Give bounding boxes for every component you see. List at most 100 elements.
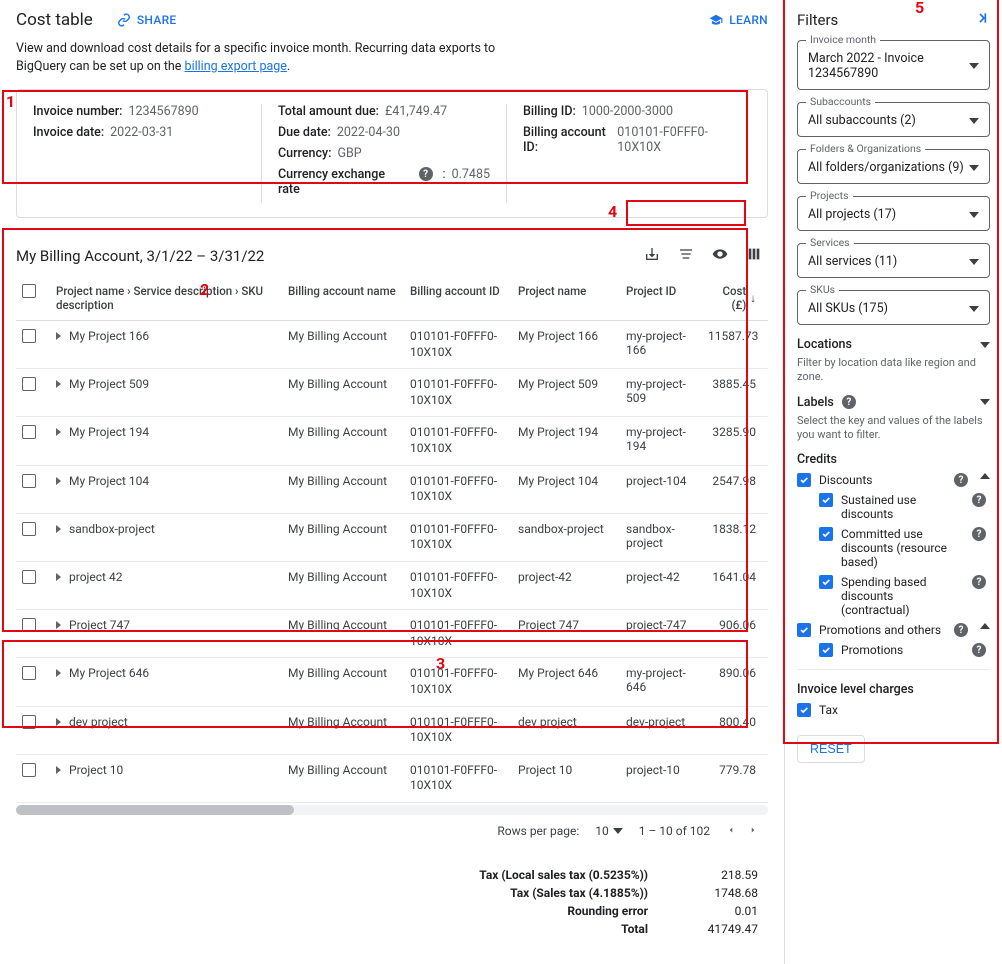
table-row[interactable]: project 42My Billing Account010101-F0FFF…: [16, 562, 768, 610]
table-row[interactable]: My Project 166My Billing Account010101-F…: [16, 321, 768, 369]
col-project-name[interactable]: Project name: [512, 276, 620, 306]
row-checkbox[interactable]: [22, 570, 36, 584]
billing-account-name-cell: My Billing Account: [282, 321, 404, 351]
billing-account-name-cell: My Billing Account: [282, 417, 404, 447]
horizontal-scrollbar[interactable]: [16, 805, 768, 815]
credit-sub-item[interactable]: Committed use discounts (resource based)…: [819, 527, 990, 569]
row-checkbox[interactable]: [22, 763, 36, 777]
locations-section[interactable]: Locations: [797, 337, 990, 352]
billing-account-name-cell: My Billing Account: [282, 658, 404, 688]
help-icon[interactable]: ?: [954, 473, 968, 487]
project-name-cell: My Project 194: [69, 425, 149, 439]
learn-button[interactable]: LEARN: [709, 13, 768, 27]
expand-icon[interactable]: [56, 525, 61, 533]
table-row[interactable]: dev projectMy Billing Account010101-F0FF…: [16, 707, 768, 755]
totals-section: Tax (Local sales tax (0.5235%))218.59Tax…: [16, 858, 768, 948]
project-name2-cell: My Project 166: [512, 321, 620, 351]
cost-cell: 890.06: [702, 658, 762, 688]
col-project-id[interactable]: Project ID: [620, 276, 702, 306]
filter-value: March 2022 - Invoice 1234567890: [808, 51, 969, 81]
visibility-icon[interactable]: [712, 246, 728, 266]
summary-value: 1000-2000-3000: [582, 104, 673, 119]
row-checkbox[interactable]: [22, 715, 36, 729]
filter-select[interactable]: SubaccountsAll subaccounts (2): [797, 102, 990, 137]
billing-account-id-cell: 010101-F0FFF0-10X10X: [404, 417, 512, 464]
expand-icon[interactable]: [56, 380, 61, 388]
checkbox-checked[interactable]: [819, 575, 833, 589]
expand-icon[interactable]: [56, 332, 61, 340]
checkbox-checked[interactable]: [819, 643, 833, 657]
expand-icon[interactable]: [56, 621, 61, 629]
table-row[interactable]: My Project 646My Billing Account010101-F…: [16, 658, 768, 706]
billing-export-link[interactable]: billing export page: [185, 59, 287, 74]
checkbox-checked[interactable]: [819, 527, 833, 541]
expand-icon[interactable]: [56, 573, 61, 581]
table-row[interactable]: My Project 194 My Billing Account010101-F…: [16, 417, 768, 465]
reset-button[interactable]: RESET: [797, 735, 865, 763]
help-icon[interactable]: ?: [972, 575, 986, 589]
checkbox-checked[interactable]: [819, 493, 833, 507]
help-icon[interactable]: ?: [972, 527, 986, 541]
pager-prev-icon[interactable]: [726, 823, 736, 840]
credit-sub-item[interactable]: Promotions?: [819, 643, 990, 657]
row-checkbox[interactable]: [22, 666, 36, 680]
summary-label: Billing account ID:: [523, 125, 611, 155]
filter-legend: SKUs: [806, 283, 839, 296]
table-row[interactable]: My Project 104My Billing Account010101-F…: [16, 466, 768, 514]
filter-select[interactable]: ProjectsAll projects (17): [797, 196, 990, 231]
filter-select[interactable]: SKUsAll SKUs (175): [797, 290, 990, 325]
table-row[interactable]: Project 10My Billing Account010101-F0FFF…: [16, 755, 768, 803]
col-billing-account-name[interactable]: Billing account name: [282, 276, 404, 306]
col-project[interactable]: Project name › Service description › SKU…: [50, 276, 282, 320]
collapse-panel-icon[interactable]: [974, 10, 990, 30]
table-row[interactable]: My Project 509My Billing Account010101-F…: [16, 369, 768, 417]
col-billing-account-id[interactable]: Billing account ID: [404, 276, 512, 306]
share-button[interactable]: SHARE: [117, 13, 177, 27]
row-checkbox[interactable]: [22, 522, 36, 536]
col-cost[interactable]: Cost (£) ↓: [702, 276, 762, 320]
billing-account-id-cell: 010101-F0FFF0-10X10X: [404, 514, 512, 561]
rows-per-page-select[interactable]: 10: [595, 824, 623, 838]
invoice-level-item[interactable]: Tax: [797, 703, 990, 717]
credit-item-label: Committed use discounts (resource based): [841, 527, 960, 569]
row-checkbox[interactable]: [22, 377, 36, 391]
filter-select[interactable]: Invoice monthMarch 2022 - Invoice 123456…: [797, 40, 990, 90]
credit-sub-item[interactable]: Spending based discounts (contractual)?: [819, 575, 990, 617]
download-icon[interactable]: [644, 246, 660, 266]
columns-icon[interactable]: [746, 246, 762, 266]
pager-next-icon[interactable]: [748, 823, 758, 840]
row-checkbox[interactable]: [22, 329, 36, 343]
filter-legend: Invoice month: [806, 33, 880, 46]
discounts-checkbox[interactable]: Discounts ?: [797, 473, 990, 487]
table-row[interactable]: Project 747My Billing Account010101-F0FF…: [16, 610, 768, 658]
help-icon[interactable]: ?: [972, 643, 986, 657]
table-row[interactable]: sandbox-projectMy Billing Account010101-…: [16, 514, 768, 562]
promotions-checkbox[interactable]: Promotions and others ?: [797, 623, 990, 637]
filter-select[interactable]: Folders & OrganizationsAll folders/organ…: [797, 149, 990, 184]
help-icon[interactable]: ?: [419, 167, 433, 181]
expand-all-icon[interactable]: [678, 246, 694, 266]
project-id-cell: dev-project: [620, 707, 702, 737]
billing-account-name-cell: My Billing Account: [282, 514, 404, 544]
cost-cell: 1838.12: [702, 514, 762, 544]
filter-value: All services (11): [808, 254, 897, 269]
billing-account-id-cell: 010101-F0FFF0-10X10X: [404, 707, 512, 754]
expand-icon[interactable]: [56, 477, 61, 485]
expand-icon[interactable]: [56, 669, 61, 677]
summary-value: 1234567890: [128, 104, 198, 119]
help-icon[interactable]: ?: [842, 395, 856, 409]
labels-section[interactable]: Labels?: [797, 395, 990, 410]
row-checkbox[interactable]: [22, 618, 36, 632]
row-checkbox[interactable]: [22, 425, 36, 439]
filter-select[interactable]: ServicesAll services (11): [797, 243, 990, 278]
billing-account-name-cell: My Billing Account: [282, 466, 404, 496]
help-icon[interactable]: ?: [954, 623, 968, 637]
credit-sub-item[interactable]: Sustained use discounts?: [819, 493, 990, 521]
expand-icon[interactable]: [56, 766, 61, 774]
help-icon[interactable]: ?: [972, 493, 986, 507]
expand-icon[interactable]: [56, 718, 61, 726]
expand-icon[interactable]: [56, 428, 61, 436]
checkbox-checked[interactable]: [797, 703, 811, 717]
select-all-checkbox[interactable]: [22, 284, 36, 298]
row-checkbox[interactable]: [22, 474, 36, 488]
